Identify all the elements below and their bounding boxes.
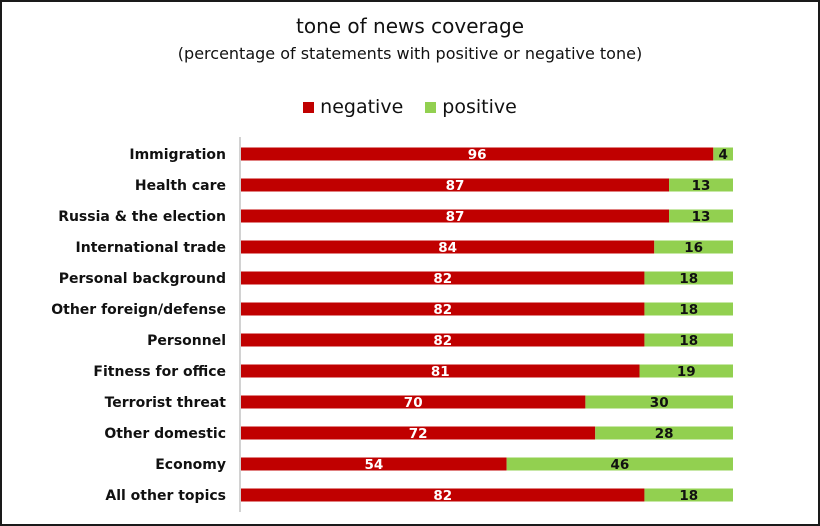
data-label-positive-economy: 46 <box>610 457 629 473</box>
category-label-fitness-for-office: Fitness for office <box>93 364 226 380</box>
data-label-negative-russia-the-election: 87 <box>446 209 465 225</box>
data-label-negative-international-trade: 84 <box>438 240 457 256</box>
bar-negative-other-foreign-defense <box>241 302 645 316</box>
legend-label-negative: negative <box>320 96 404 118</box>
category-label-terrorist-threat: Terrorist threat <box>105 395 227 411</box>
bar-positive-personnel <box>644 333 733 347</box>
data-label-positive-other-domestic: 28 <box>655 426 674 442</box>
legend-swatch-negative <box>303 101 315 113</box>
data-label-positive-russia-the-election: 13 <box>692 209 711 225</box>
bar-negative-immigration <box>241 147 714 161</box>
bar-positive-terrorist-threat <box>585 395 733 409</box>
data-label-positive-personnel: 18 <box>679 333 698 349</box>
bar-positive-other-domestic <box>595 426 733 440</box>
bar-positive-other-foreign-defense <box>644 302 733 316</box>
bar-positive-russia-the-election <box>669 209 733 223</box>
data-label-positive-fitness-for-office: 19 <box>677 364 696 380</box>
legend-label-positive: positive <box>442 96 517 118</box>
chart-title: tone of news coverage <box>295 14 525 38</box>
data-label-positive-personal-background: 18 <box>679 271 698 287</box>
category-label-economy: Economy <box>155 457 226 473</box>
data-label-negative-all-other-topics: 82 <box>433 488 452 504</box>
bar-negative-all-other-topics <box>241 488 645 502</box>
bar-positive-fitness-for-office <box>639 364 733 378</box>
bar-negative-other-domestic <box>241 426 596 440</box>
legend-item-positive: positive <box>425 96 517 118</box>
data-label-positive-health-care: 13 <box>692 178 711 194</box>
category-label-international-trade: International trade <box>76 240 226 256</box>
bar-negative-fitness-for-office <box>241 364 640 378</box>
data-label-positive-other-foreign-defense: 18 <box>679 302 698 318</box>
category-label-health-care: Health care <box>135 178 226 194</box>
data-label-negative-health-care: 87 <box>446 178 465 194</box>
data-label-negative-terrorist-threat: 70 <box>404 395 423 411</box>
data-label-negative-other-domestic: 72 <box>409 426 428 442</box>
data-label-negative-fitness-for-office: 81 <box>431 364 450 380</box>
chart-legend: negative positive <box>0 96 820 118</box>
bar-negative-international-trade <box>241 240 655 254</box>
data-label-negative-immigration: 96 <box>468 147 487 163</box>
legend-item-negative: negative <box>303 96 403 118</box>
category-label-personal-background: Personal background <box>59 271 226 287</box>
bar-positive-all-other-topics <box>644 488 733 502</box>
data-label-positive-terrorist-threat: 30 <box>650 395 669 411</box>
data-label-positive-all-other-topics: 18 <box>679 488 698 504</box>
category-label-other-foreign-defense: Other foreign/defense <box>51 302 226 318</box>
data-label-negative-personnel: 82 <box>433 333 452 349</box>
bar-negative-personal-background <box>241 271 645 285</box>
bar-positive-economy <box>506 457 733 471</box>
bar-negative-economy <box>241 457 507 471</box>
legend-swatch-positive <box>425 101 437 113</box>
bar-positive-immigration <box>713 147 733 161</box>
category-label-russia-the-election: Russia & the election <box>58 209 226 225</box>
data-label-negative-economy: 54 <box>364 457 383 473</box>
data-label-negative-other-foreign-defense: 82 <box>433 302 452 318</box>
category-label-immigration: Immigration <box>129 147 226 163</box>
bar-positive-personal-background <box>644 271 733 285</box>
category-label-all-other-topics: All other topics <box>105 488 226 504</box>
bar-positive-international-trade <box>654 240 733 254</box>
bar-negative-health-care <box>241 178 670 192</box>
data-label-positive-international-trade: 16 <box>684 240 703 256</box>
bar-negative-personnel <box>241 333 645 347</box>
category-label-other-domestic: Other domestic <box>104 426 226 442</box>
category-label-personnel: Personnel <box>147 333 226 349</box>
data-label-negative-personal-background: 82 <box>433 271 452 287</box>
bar-negative-russia-the-election <box>241 209 670 223</box>
data-label-positive-immigration: 4 <box>718 147 727 163</box>
bar-positive-health-care <box>669 178 733 192</box>
chart-subtitle: (percentage of statements with positive … <box>177 44 643 63</box>
bar-negative-terrorist-threat <box>241 395 586 409</box>
